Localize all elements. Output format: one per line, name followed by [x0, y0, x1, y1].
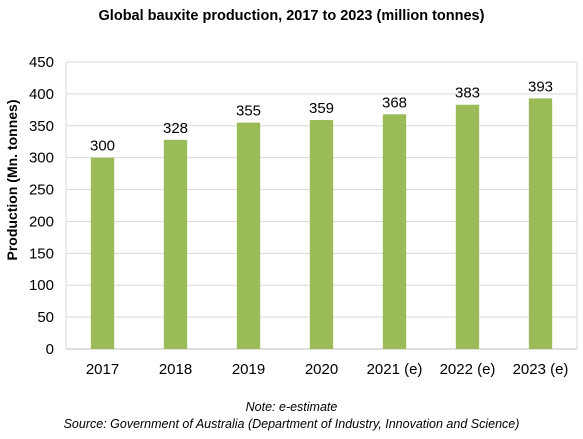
y-tick-label: 50 [37, 309, 54, 326]
y-tick-label: 300 [29, 150, 54, 167]
x-tick-label: 2020 [305, 361, 338, 378]
bar [309, 120, 334, 349]
bars [90, 98, 553, 349]
y-tick-label: 350 [29, 118, 54, 135]
x-tick-label: 2018 [159, 361, 192, 378]
bar [455, 104, 480, 349]
x-tick-label: 2019 [232, 361, 265, 378]
bar [163, 139, 188, 349]
bar [382, 114, 407, 349]
y-tick-label: 250 [29, 182, 54, 199]
y-tick-label: 450 [29, 54, 54, 71]
bar [236, 122, 261, 349]
y-tick-label: 150 [29, 245, 54, 262]
data-label: 368 [382, 94, 407, 111]
bar [90, 157, 115, 349]
y-tick-label: 0 [46, 341, 54, 358]
bar [528, 98, 553, 349]
chart-source: Source: Government of Australia (Departm… [63, 417, 520, 431]
y-tick-label: 400 [29, 86, 54, 103]
data-label: 328 [163, 120, 188, 137]
data-label: 355 [236, 103, 261, 120]
x-tick-label: 2021 (e) [367, 361, 423, 378]
data-label: 383 [455, 85, 480, 102]
x-tick-label: 2022 (e) [440, 361, 496, 378]
data-label: 359 [309, 100, 334, 117]
data-label: 300 [90, 138, 115, 155]
y-axis-label: Production (Mn. tonnes) [4, 100, 20, 261]
data-label: 393 [528, 78, 553, 95]
labels: 0 50 100 150 200 250 300 350 400 450 300 2017 328 201… [29, 54, 568, 378]
y-tick-label: 200 [29, 213, 54, 230]
chart-note: Note: e-estimate [245, 400, 338, 414]
x-tick-label: 2023 (e) [513, 361, 569, 378]
chart-title: Global bauxite production, 2017 to 2023 … [98, 8, 485, 24]
x-tick-label: 2017 [86, 361, 119, 378]
y-tick-label: 100 [29, 277, 54, 294]
